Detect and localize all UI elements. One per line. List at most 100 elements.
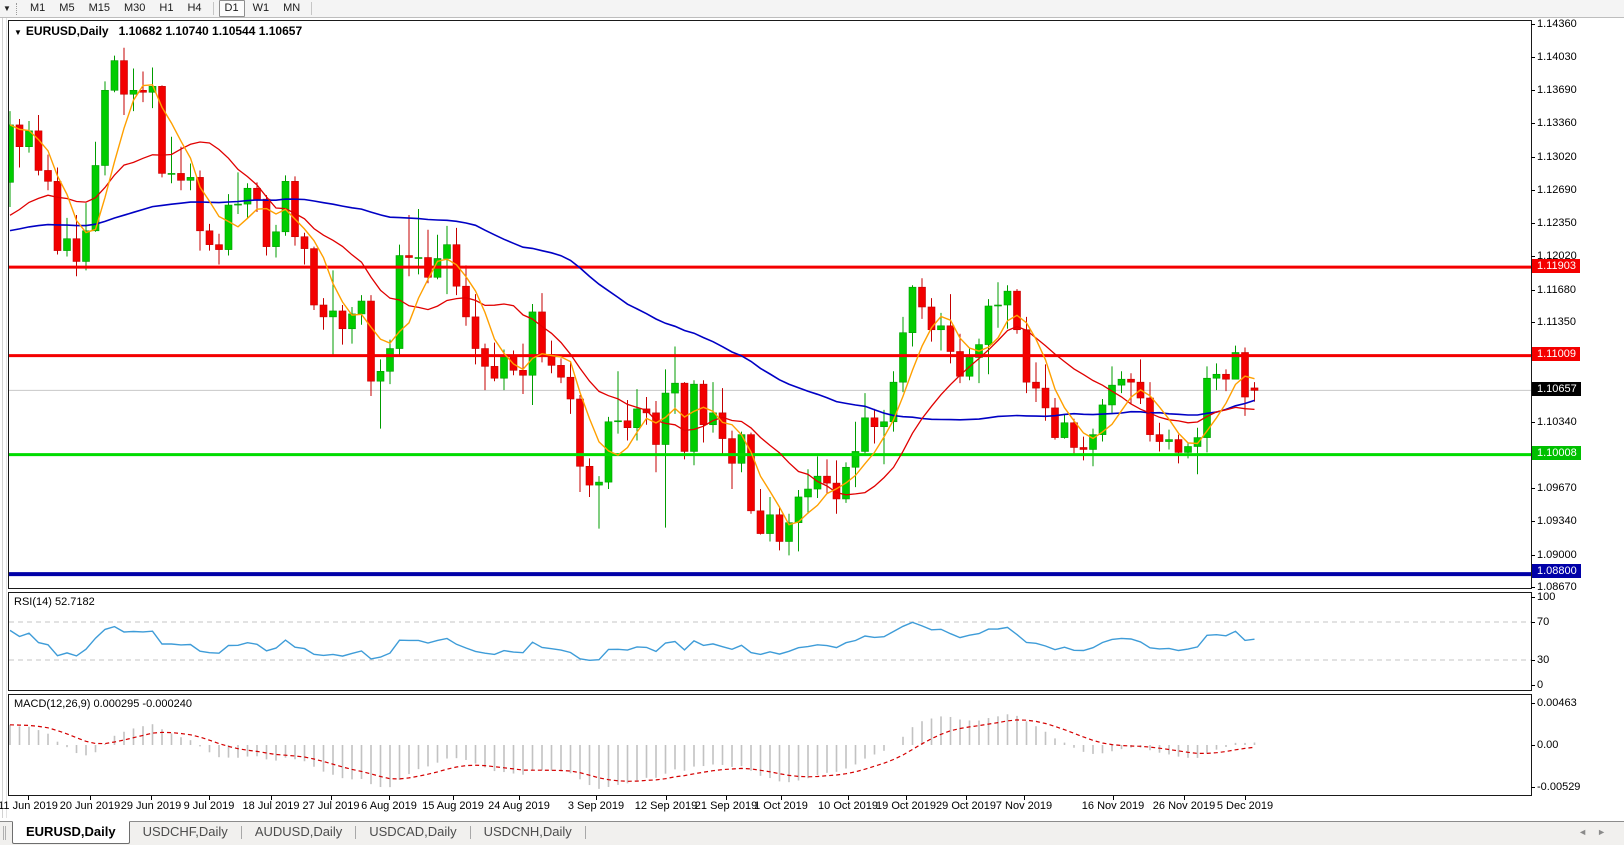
rsi-label: RSI(14) 52.7182 (14, 596, 95, 608)
timeframe-button-h1[interactable]: H1 (159, 2, 174, 14)
price-axis-label: 1.12350 (1537, 217, 1577, 229)
date-tick-mark (389, 796, 390, 800)
indicator-tick-mark (1531, 685, 1535, 686)
price-axis-label: 1.12690 (1537, 184, 1577, 196)
price-tick-mark (1531, 322, 1535, 323)
date-tick-mark (28, 796, 29, 800)
price-level-badge: 1.11009 (1532, 347, 1580, 361)
indicator-tick-mark (1531, 787, 1535, 788)
timeframe-button-d1[interactable]: D1 (218, 0, 245, 17)
tabbar-grip[interactable] (3, 826, 6, 840)
main-chart-panel[interactable]: ▼ EURUSD,Daily 1.10682 1.10740 1.10544 1.1… (8, 20, 1532, 589)
indicator-axis-label: 100 (1537, 591, 1556, 603)
timeframe-toolbar: ▼ M1 M5 M15 M30 H1 H4 D1 W1 MN (0, 0, 1624, 18)
rsi-plot[interactable] (9, 593, 1531, 690)
date-axis-label: 20 Jun 2019 (59, 800, 121, 812)
chart-ohlc-values: 1.10682 1.10740 1.10544 1.10657 (118, 24, 303, 38)
price-chart-plot[interactable] (9, 21, 1531, 588)
date-tick-mark (666, 796, 667, 800)
indicator-axis-label: 0.00 (1537, 739, 1559, 751)
date-axis-label: 29 Jun 2019 (120, 800, 182, 812)
toolbar-grip[interactable] (16, 2, 17, 15)
indicator-axis-label: 0.00463 (1537, 697, 1577, 709)
date-axis-label: 26 Nov 2019 (1152, 800, 1216, 812)
chart-title-collapse-icon[interactable]: ▼ (14, 28, 22, 37)
date-axis-label: 16 Nov 2019 (1081, 800, 1145, 812)
tab-scroll-arrows: ◄► (1578, 827, 1616, 837)
date-tick-mark (1184, 796, 1185, 800)
tab-scroll-left-icon[interactable]: ◄ (1578, 827, 1598, 837)
toolbar-dropdown-icon[interactable]: ▼ (3, 4, 11, 13)
macd-label: MACD(12,26,9) 0.000295 -0.000240 (14, 698, 192, 710)
chart-tab-eurusd[interactable]: EURUSD,Daily (12, 821, 130, 844)
date-axis-label: 5 Dec 2019 (1216, 800, 1274, 812)
timeframe-button-w1[interactable]: W1 (252, 2, 270, 14)
indicator-axis-label: 30 (1537, 654, 1550, 666)
chart-tab-usdchf[interactable]: USDCHF,Daily (142, 824, 228, 839)
price-tick-mark (1531, 24, 1535, 25)
chart-tab-audusd[interactable]: AUDUSD,Daily (254, 824, 343, 839)
price-tick-mark (1531, 123, 1535, 124)
price-tick-mark (1531, 290, 1535, 291)
indicator-axis-label: -0.00529 (1537, 781, 1581, 793)
date-tick-mark (519, 796, 520, 800)
chart-title: ▼ EURUSD,Daily 1.10682 1.10740 1.10544 1.1… (14, 24, 302, 38)
timeframe-button-h4[interactable]: H4 (187, 2, 202, 14)
price-tick-mark (1531, 422, 1535, 423)
timeframe-button-m15[interactable]: M15 (88, 2, 110, 14)
price-axis-label: 1.13690 (1537, 84, 1577, 96)
macd-signal-line (9, 719, 1255, 782)
indicator-axis-label: 0 (1537, 679, 1544, 691)
price-axis-label: 1.11350 (1537, 316, 1576, 328)
date-axis-label: 18 Jul 2019 (242, 800, 300, 812)
tab-scroll-right-icon[interactable]: ► (1597, 827, 1616, 837)
macd-panel[interactable]: MACD(12,26,9) 0.000295 -0.000240 (8, 694, 1532, 796)
date-axis-label: 9 Jul 2019 (183, 800, 235, 812)
ma-slow-line (9, 198, 1255, 421)
date-axis-label: 15 Aug 2019 (422, 800, 484, 812)
price-axis-label: 1.11680 (1537, 284, 1576, 296)
ma-fast-line (9, 84, 1255, 526)
price-tick-mark (1531, 555, 1535, 556)
price-tick-mark (1531, 57, 1535, 58)
macd-plot[interactable] (9, 695, 1531, 795)
indicator-tick-mark (1531, 597, 1535, 598)
date-tick-mark (966, 796, 967, 800)
date-axis-label: 19 Oct 2019 (876, 800, 936, 812)
date-tick-mark (781, 796, 782, 800)
price-axis-label: 1.09670 (1537, 482, 1577, 494)
date-tick-mark (1245, 796, 1246, 800)
date-axis-label: 24 Aug 2019 (488, 800, 550, 812)
indicator-tick-mark (1531, 622, 1535, 623)
chart-tab-usdcad[interactable]: USDCAD,Daily (369, 824, 457, 839)
date-axis-label: 7 Nov 2019 (995, 800, 1053, 812)
toolbar-separator (311, 2, 313, 15)
date-axis-label: 27 Jul 2019 (302, 800, 360, 812)
rsi-panel[interactable]: RSI(14) 52.7182 (8, 592, 1532, 691)
date-tick-mark (453, 796, 454, 800)
price-axis-label: 1.09340 (1537, 515, 1577, 527)
price-tick-mark (1531, 587, 1535, 588)
date-axis-label: 6 Aug 2019 (361, 800, 417, 812)
date-axis-label: 12 Sep 2019 (634, 800, 698, 812)
indicator-tick-mark (1531, 703, 1535, 704)
price-axis-label: 1.14360 (1537, 18, 1577, 30)
date-tick-mark (151, 796, 152, 800)
timeframe-button-m1[interactable]: M1 (30, 2, 46, 14)
price-tick-mark (1531, 90, 1535, 91)
indicator-axis-label: 70 (1537, 616, 1550, 628)
chart-tabs: EURUSD,Daily USDCHF,Daily AUDUSD,Daily USDC… (12, 821, 586, 844)
price-axis-label: 1.14030 (1537, 51, 1577, 63)
date-tick-mark (848, 796, 849, 800)
moving-averages (9, 84, 1255, 526)
timeframe-button-mn[interactable]: MN (283, 2, 301, 14)
indicator-tick-mark (1531, 660, 1535, 661)
macd-histogram (9, 714, 1256, 789)
date-tick-mark (1024, 796, 1025, 800)
timeframe-button-m5[interactable]: M5 (59, 2, 75, 14)
price-tick-mark (1531, 190, 1535, 191)
date-tick-mark (331, 796, 332, 800)
chart-tab-usdcnh[interactable]: USDCNH,Daily (483, 824, 572, 839)
price-tick-mark (1531, 488, 1535, 489)
timeframe-button-m30[interactable]: M30 (123, 2, 146, 14)
